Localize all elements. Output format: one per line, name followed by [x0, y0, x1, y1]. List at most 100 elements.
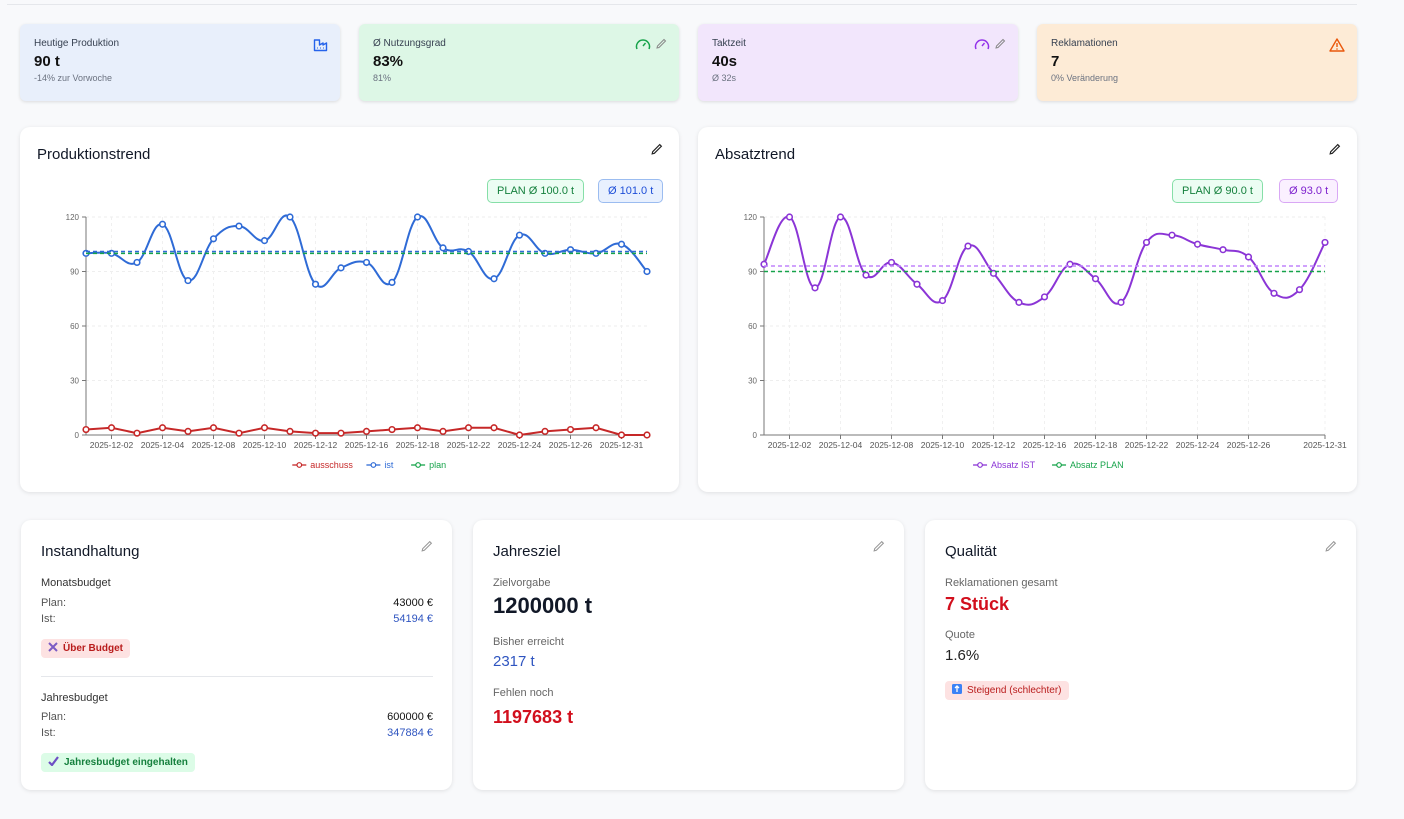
y-tick-label: 90	[748, 268, 757, 277]
budget-kept-badge: Jahresbudget eingehalten	[41, 753, 195, 772]
y-tick-label: 30	[70, 377, 79, 386]
pencil-icon[interactable]	[655, 38, 667, 50]
data-point	[311, 429, 320, 437]
factory-icon	[313, 38, 328, 52]
gauge-icon	[635, 38, 651, 50]
data-point	[490, 424, 498, 432]
series-line-ist	[85, 214, 648, 288]
data-point	[260, 424, 269, 432]
data-point	[337, 264, 345, 272]
data-point	[887, 258, 896, 267]
data-point	[1295, 286, 1304, 294]
legend-marker	[1056, 462, 1062, 468]
pencil-icon[interactable]	[872, 540, 885, 558]
legend-marker	[977, 462, 983, 468]
legend-marker	[296, 462, 303, 468]
kpi-value: 90 t	[34, 53, 60, 70]
data-point	[235, 429, 243, 437]
data-point	[413, 424, 422, 432]
plan-label: Plan:	[41, 597, 67, 609]
y-tick-label: 90	[70, 268, 79, 277]
x-tick-label: 2025-12-02	[90, 440, 134, 450]
data-point	[260, 237, 269, 245]
x-tick-label: 2025-12-31	[600, 440, 644, 450]
achieved-value: 2317 t	[493, 653, 535, 670]
data-point	[1321, 238, 1329, 247]
data-point	[592, 249, 600, 257]
x-tick-label: 2025-12-12	[294, 440, 338, 450]
x-tick-label: 2025-12-10	[243, 440, 287, 450]
complaints-total-value: 7 Stück	[945, 594, 1010, 614]
data-point	[1066, 260, 1074, 268]
data-point	[413, 213, 422, 221]
series-line-ausschuss	[85, 426, 647, 437]
rate-value: 1.6%	[945, 647, 980, 664]
pencil-icon[interactable]	[994, 38, 1006, 50]
maintenance-card: Instandhaltung Monatsbudget Plan: 43000 …	[21, 520, 452, 790]
badge-label: Über Budget	[63, 643, 123, 654]
data-point	[286, 213, 294, 221]
legend-label: Absatz PLAN	[1070, 460, 1124, 470]
kpi-sub: -14% zur Vorwoche	[34, 73, 113, 83]
x-tick-label: 2025-12-08	[192, 440, 236, 450]
monthly-budget-heading: Monatsbudget	[41, 577, 111, 589]
data-point	[938, 296, 947, 305]
data-point	[643, 267, 651, 276]
data-point	[1091, 275, 1100, 283]
data-point	[439, 244, 447, 252]
kpi-value: 40s	[712, 53, 738, 70]
data-point	[184, 276, 192, 285]
data-point	[760, 260, 768, 268]
data-point	[643, 431, 651, 439]
data-point	[566, 246, 575, 254]
pencil-icon[interactable]	[650, 143, 663, 161]
y-tick-label: 120	[66, 213, 80, 222]
warning-icon	[1329, 38, 1345, 52]
legend-item: Absatz IST	[973, 460, 1036, 470]
y-tick-label: 0	[753, 431, 758, 440]
x-tick-label: 2025-12-04	[141, 440, 185, 450]
x-tick-label: 2025-12-16	[345, 440, 389, 450]
card-title: Jahresziel	[493, 543, 561, 560]
legend-label: Absatz IST	[991, 460, 1036, 470]
pencil-icon[interactable]	[1324, 540, 1337, 558]
data-point	[133, 429, 141, 437]
data-point	[592, 424, 600, 432]
legend-label: plan	[429, 460, 446, 470]
data-point	[107, 249, 116, 257]
remaining-label: Fehlen noch	[493, 687, 554, 699]
data-point	[541, 249, 549, 257]
y-tick-label: 30	[748, 377, 757, 386]
legend-label: ausschuss	[310, 460, 353, 470]
pencil-icon[interactable]	[420, 540, 433, 558]
data-point	[913, 280, 921, 288]
section-divider	[41, 676, 433, 677]
actual-average-badge: Ø 101.0 t	[598, 179, 664, 203]
data-point	[439, 427, 447, 435]
plan-average-badge: PLAN Ø 100.0 t	[487, 179, 585, 203]
data-point	[464, 247, 473, 256]
y-tick-label: 120	[744, 213, 758, 222]
data-point	[337, 429, 345, 437]
data-point	[836, 213, 845, 221]
data-point	[490, 275, 498, 283]
remaining-value: 1197683 t	[493, 707, 574, 727]
legend-label: ist	[384, 460, 393, 470]
data-point	[82, 425, 90, 434]
plan-label: Plan:	[41, 711, 67, 723]
kpi-card-utilization: Ø Nutzungsgrad 83% 81%	[359, 24, 679, 101]
x-tick-label: 2025-12-24	[1176, 440, 1220, 450]
annual-goal-card: Jahresziel Zielvorgabe 1200000 t Bisher …	[473, 520, 904, 790]
actual-average-badge: Ø 93.0 t	[1279, 179, 1339, 203]
kpi-title: Taktzeit	[712, 38, 746, 49]
kpi-card-production: Heutige Produktion 90 t -14% zur Vorwoch…	[20, 24, 340, 101]
pencil-icon[interactable]	[1328, 143, 1341, 161]
yearly-plan-value: 600000 €	[387, 711, 433, 723]
legend-item: ausschuss	[292, 460, 353, 470]
data-point	[286, 427, 294, 435]
data-point	[1142, 238, 1151, 247]
x-tick-label: 2025-12-26	[549, 440, 593, 450]
target-label: Zielvorgabe	[493, 577, 551, 589]
data-point	[1117, 298, 1125, 306]
legend-marker	[415, 462, 422, 468]
